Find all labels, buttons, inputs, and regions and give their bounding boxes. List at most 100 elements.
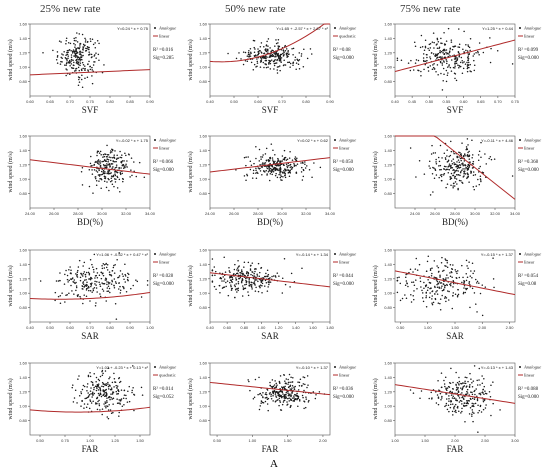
- data-point: [281, 160, 284, 162]
- data-point: [67, 42, 70, 44]
- data-point: [404, 294, 406, 296]
- data-point: [463, 398, 465, 400]
- data-point: [254, 48, 256, 50]
- data-point: [482, 408, 485, 411]
- y-axis-title: wind speed (m/s): [7, 39, 14, 80]
- data-point: [256, 62, 259, 64]
- data-point: [273, 168, 276, 170]
- data-point: [306, 57, 309, 60]
- data-point: [289, 150, 291, 153]
- data-point: [458, 179, 461, 182]
- data-point: [90, 155, 92, 158]
- data-point: [98, 399, 100, 402]
- data-point: [473, 64, 476, 67]
- data-point: [438, 287, 441, 289]
- data-point: [107, 281, 110, 284]
- data-point: [86, 281, 88, 284]
- data-point: [266, 403, 269, 405]
- y-axis-title: wind speed (m/s): [7, 265, 14, 306]
- data-point: [458, 156, 460, 158]
- data-point: [274, 168, 277, 170]
- data-point: [257, 172, 259, 175]
- data-point: [428, 43, 431, 46]
- data-point: [488, 390, 491, 393]
- data-point: [466, 165, 469, 168]
- data-point: [257, 262, 260, 265]
- data-point: [452, 282, 455, 285]
- y-axis-title: wind speed (m/s): [7, 151, 14, 192]
- data-point: [426, 59, 428, 62]
- data-point: [97, 53, 100, 56]
- data-point: [102, 383, 105, 385]
- data-point: [300, 53, 303, 55]
- data-point: [69, 42, 72, 45]
- data-point: [87, 285, 90, 288]
- data-point: [76, 51, 79, 54]
- data-point: [233, 268, 236, 271]
- data-point: [122, 167, 125, 169]
- x-tick-label: 0.90: [146, 99, 155, 104]
- data-point: [266, 173, 268, 175]
- data-point: [83, 385, 86, 388]
- data-point: [436, 43, 438, 45]
- data-point: [449, 272, 451, 274]
- data-point: [430, 52, 433, 54]
- data-point: [77, 378, 79, 380]
- data-point: [80, 392, 83, 395]
- data-point: [231, 278, 234, 280]
- data-point: [285, 163, 288, 165]
- data-point: [107, 385, 110, 388]
- data-point: [468, 53, 470, 55]
- data-point: [451, 276, 453, 279]
- data-point: [94, 161, 96, 163]
- data-point: [471, 277, 473, 279]
- data-point: [120, 389, 123, 391]
- data-point: [464, 395, 466, 398]
- data-point: [100, 395, 103, 398]
- data-point: [264, 59, 267, 62]
- data-point: [259, 405, 262, 407]
- data-point: [436, 394, 439, 396]
- data-point: [476, 395, 478, 398]
- y-tick-label: 1.20: [199, 276, 208, 281]
- data-point: [84, 39, 87, 41]
- data-point: [480, 180, 482, 183]
- data-point: [457, 159, 460, 161]
- data-point: [303, 407, 305, 410]
- data-point: [270, 143, 273, 145]
- data-point: [247, 261, 250, 264]
- data-point: [73, 50, 75, 53]
- y-tick-label: 1.20: [199, 389, 208, 394]
- data-point: [492, 257, 494, 259]
- data-point: [114, 381, 116, 383]
- data-point: [293, 395, 295, 397]
- x-tick-label: 0.70: [86, 325, 95, 330]
- data-point: [280, 174, 282, 176]
- legend-label-points: Analogue: [158, 365, 176, 370]
- data-point: [435, 163, 438, 165]
- data-point: [419, 397, 421, 399]
- data-point: [81, 58, 83, 61]
- data-point: [106, 290, 108, 292]
- data-point: [96, 171, 99, 173]
- data-point: [470, 391, 472, 393]
- data-point: [453, 185, 456, 187]
- data-point: [84, 65, 86, 67]
- x-tick-label: 0.80: [106, 99, 115, 104]
- data-point: [274, 393, 277, 395]
- data-point: [474, 393, 476, 396]
- data-point: [118, 399, 120, 401]
- fit-line: [394, 39, 516, 73]
- data-point: [224, 271, 227, 273]
- x-axis-title: FAR: [447, 444, 464, 454]
- data-point: [457, 390, 460, 393]
- data-point: [421, 46, 424, 48]
- data-point: [86, 396, 89, 399]
- data-point: [256, 275, 259, 277]
- data-point: [88, 393, 91, 396]
- data-point: [475, 282, 478, 284]
- data-point: [105, 164, 108, 167]
- data-point: [221, 280, 223, 282]
- data-point: [289, 164, 291, 166]
- data-point: [456, 156, 458, 159]
